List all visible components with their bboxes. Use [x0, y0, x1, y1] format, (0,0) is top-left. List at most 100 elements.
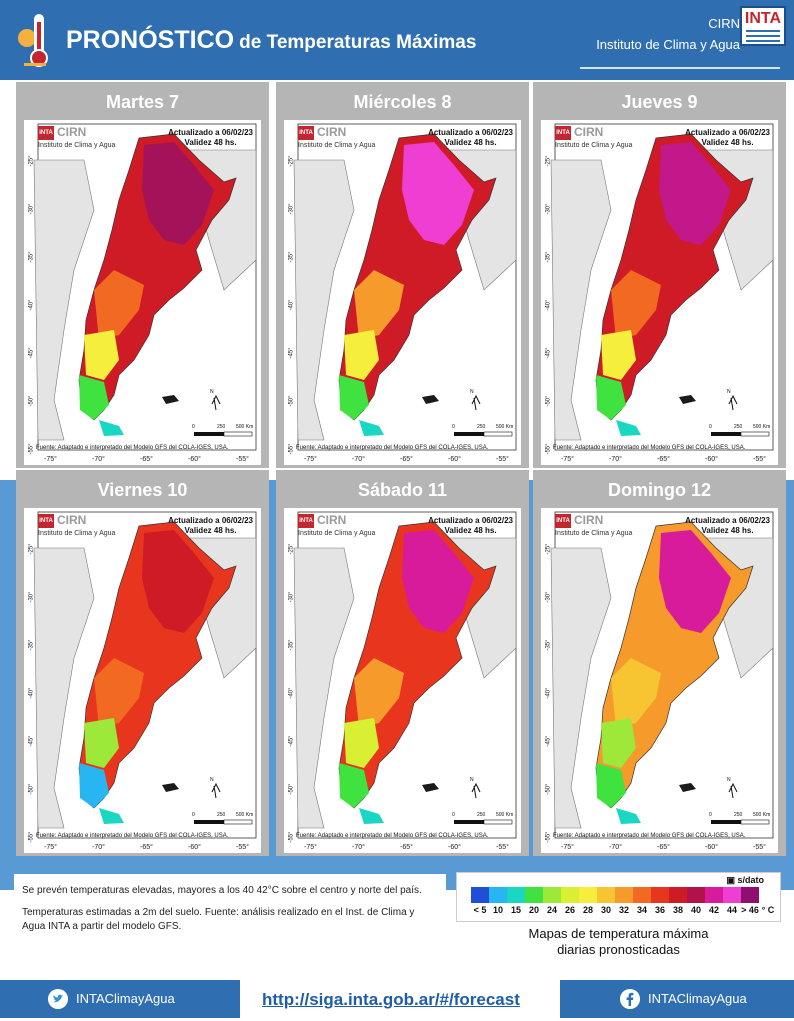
warm-region — [611, 658, 661, 728]
scale-label-250: 250 — [734, 424, 743, 430]
lat-label: -55° — [288, 443, 295, 455]
mild-region — [601, 718, 636, 768]
institute-brand: CIRN Instituto de Clima y Agua — [596, 16, 740, 52]
cool-region — [339, 375, 369, 420]
lat-label: -35° — [288, 251, 295, 263]
legend-caption: Mapas de temperatura máxima diarias pron… — [456, 926, 781, 958]
panel-day-title: Domingo 12 — [607, 480, 711, 500]
updated-label: Actualizado a 06/02/23 — [685, 128, 770, 137]
legend-swatch — [633, 887, 651, 903]
twitter-icon — [48, 989, 68, 1009]
cool-region — [596, 375, 626, 420]
lat-label: -40° — [28, 299, 35, 311]
validity-label: Validez 48 hs. — [184, 526, 237, 535]
lon-label: -70° — [609, 456, 622, 463]
map-update-info: Actualizado a 06/02/23 Validez 48 hs. — [428, 128, 513, 148]
warm-region — [611, 270, 661, 340]
map-institute-label: Instituto de Clima y Agua — [555, 142, 633, 149]
lon-label: -60° — [705, 844, 718, 851]
forecast-panel: Viernes 10 INTA — [16, 470, 269, 856]
panel-day-title: Martes 7 — [105, 92, 180, 112]
legend-swatch — [651, 887, 669, 903]
lat-label: -30° — [288, 203, 295, 215]
lon-label: -55° — [236, 844, 249, 851]
lat-label: -25° — [545, 543, 552, 555]
scale-bar — [711, 432, 741, 436]
map-cirn-logo: CIRN — [57, 513, 87, 527]
north-arrow-icon — [471, 782, 481, 799]
chile-outline — [293, 159, 355, 441]
brand-short: CIRN — [708, 16, 740, 31]
forecast-link[interactable]: http://siga.inta.gob.ar/#/forecast — [262, 990, 520, 1009]
legend-label: 34 — [636, 905, 647, 915]
inta-logo-text: INTA — [744, 10, 782, 27]
lat-label: -30° — [545, 203, 552, 215]
facebook-icon — [620, 989, 640, 1009]
lat-label: -50° — [28, 783, 35, 795]
lon-label: -65° — [140, 844, 153, 851]
lon-label: -70° — [92, 844, 105, 851]
temperature-legend: ▣ s/dato < 5 10 15 20 24 26 28 30 32 34 36 38 40 42 44… — [456, 872, 781, 962]
scale-label-250: 250 — [217, 424, 226, 430]
lat-label: -55° — [545, 443, 552, 455]
mild-region — [84, 330, 119, 380]
lon-label: -65° — [140, 456, 153, 463]
map-inta-logo: INTA — [298, 514, 314, 528]
legend-label: 15 — [510, 905, 521, 915]
inta-logo: INTA — [740, 6, 786, 46]
north-label: N — [470, 777, 474, 783]
panel-day-title: Miércoles 8 — [353, 92, 452, 112]
legend-swatch — [669, 887, 687, 903]
legend-label: 42 — [708, 905, 719, 915]
lon-label: -70° — [352, 456, 365, 463]
lon-label: -55° — [496, 456, 509, 463]
north-label: N — [470, 389, 474, 395]
forecast-panel: Jueves 9 INTA CI — [533, 82, 786, 468]
lon-label: -60° — [188, 456, 201, 463]
scale-bar — [194, 820, 224, 824]
north-arrow-icon — [728, 782, 738, 799]
lat-label: -55° — [288, 831, 295, 843]
north-label: N — [727, 777, 731, 783]
legend-swatch — [579, 887, 597, 903]
legend-swatch — [489, 887, 507, 903]
scale-label-500: 500 Km — [496, 424, 514, 430]
legend-label: 32 — [618, 905, 629, 915]
lat-label: -25° — [28, 543, 35, 555]
scale-bar — [711, 820, 741, 824]
legend-swatch — [741, 887, 759, 903]
validity-label: Validez 48 hs. — [444, 526, 497, 535]
argentina-map — [33, 511, 257, 839]
lat-label: -45° — [28, 347, 35, 359]
lat-label: -40° — [545, 687, 552, 699]
tierra-del-fuego — [359, 808, 384, 824]
lat-label: -35° — [288, 639, 295, 651]
argentina-map — [33, 123, 257, 451]
lon-label: -75° — [304, 844, 317, 851]
twitter-link[interactable]: INTAClimayAgua — [0, 980, 240, 1018]
map-institute-label: Instituto de Clima y Agua — [298, 530, 376, 537]
map-inta-logo: INTA — [298, 126, 314, 140]
map-source: Fuente: Adaptado e interpretado del Mode… — [36, 445, 229, 451]
map-update-info: Actualizado a 06/02/23 Validez 48 hs. — [168, 128, 253, 148]
forecast-panel: Martes 7 INTA CI — [16, 82, 269, 468]
lat-label: -45° — [288, 735, 295, 747]
hot-core-region — [142, 142, 214, 245]
facebook-link[interactable]: INTAClimayAgua — [560, 980, 794, 1018]
legend-label: 40 — [690, 905, 701, 915]
scale-label-250: 250 — [217, 812, 226, 818]
map-inta-logo: INTA — [555, 126, 571, 140]
legend-scale: ▣ s/dato < 5 10 15 20 24 26 28 30 32 34 36 38 40 42 44… — [456, 872, 781, 922]
legend-swatch — [615, 887, 633, 903]
chile-outline — [33, 159, 95, 441]
lat-label: -35° — [545, 639, 552, 651]
map-source: Fuente: Adaptado e interpretado del Mode… — [36, 833, 229, 839]
lat-label: -40° — [28, 687, 35, 699]
mild-region — [601, 330, 636, 380]
north-arrow-icon — [728, 394, 738, 411]
map-institute-label: Instituto de Clima y Agua — [298, 142, 376, 149]
temperature-map: INTA CIRN Instituto de Clima y Agua Actu… — [24, 120, 261, 465]
thermometer-sun-icon — [18, 14, 48, 67]
scale-bar — [194, 432, 224, 436]
cool-region — [339, 763, 369, 808]
